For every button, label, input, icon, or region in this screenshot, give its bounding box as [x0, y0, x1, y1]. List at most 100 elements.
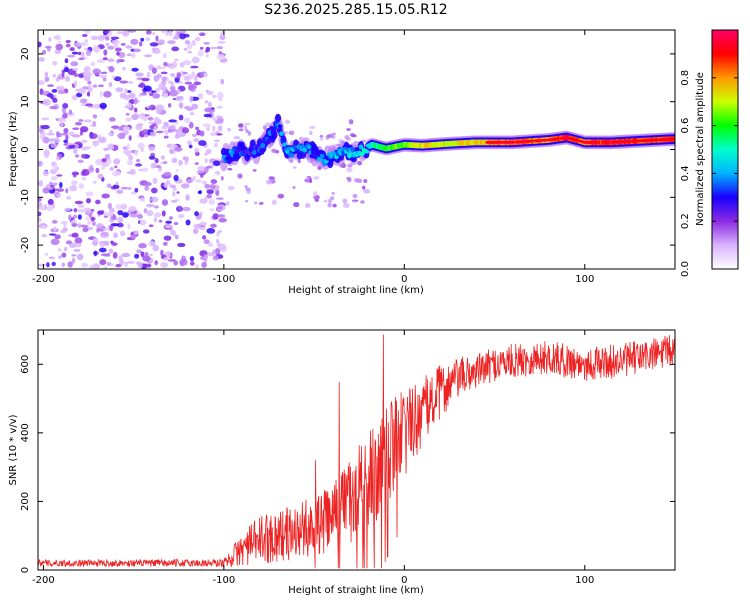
noise-blob [220, 175, 224, 181]
noise-blob [97, 35, 105, 41]
noise-blob [277, 193, 285, 199]
x-tick-label: 100 [575, 274, 594, 285]
noise-blob [173, 34, 180, 40]
noise-blob [203, 152, 209, 156]
noise-blob [146, 209, 154, 217]
track-peak [609, 140, 614, 144]
noise-blob [189, 261, 195, 266]
noise-blob [79, 126, 89, 133]
noise-blob [92, 263, 101, 269]
noise-blob [85, 217, 90, 221]
noise-blob [217, 242, 221, 248]
noise-blob [126, 53, 133, 57]
noise-blob [117, 210, 124, 216]
noise-blob [127, 81, 134, 84]
noise-blob [163, 183, 168, 189]
noise-blob [77, 87, 86, 94]
noise-blob [177, 214, 185, 219]
noise-blob [206, 228, 216, 234]
noise-blob [86, 197, 91, 204]
noise-blob [198, 140, 207, 147]
noise-blob [346, 127, 351, 132]
noise-blob [297, 159, 301, 164]
noise-blob [101, 193, 111, 199]
noise-blob [77, 223, 82, 228]
noise-blob [46, 262, 50, 268]
noise-blob [101, 158, 107, 163]
noise-blob [271, 148, 277, 154]
noise-blob [175, 95, 184, 102]
noise-blob [168, 30, 173, 37]
snr-y-axis: 0 200 400 600 [20, 355, 675, 573]
noise-blob [216, 206, 224, 210]
noise-blob [107, 202, 113, 210]
noise-blob [71, 51, 79, 55]
noise-blob [160, 261, 169, 268]
noise-blob [52, 60, 58, 66]
track-band [350, 156, 357, 163]
noise-blob [128, 205, 137, 212]
noise-blob [113, 76, 122, 82]
noise-blob [123, 94, 131, 101]
track-band [275, 113, 282, 123]
noise-blob [98, 74, 107, 78]
noise-blob [212, 249, 216, 256]
noise-blob [298, 136, 304, 142]
noise-blob [271, 199, 277, 205]
spectrogram-area [38, 30, 675, 269]
noise-blob [41, 124, 50, 130]
noise-blob [185, 156, 189, 163]
noise-blob [107, 45, 115, 50]
track-core [266, 138, 272, 145]
noise-blob [209, 132, 217, 136]
noise-blob [48, 256, 55, 260]
noise-blob [120, 43, 126, 46]
noise-blob [163, 171, 172, 177]
noise-blob [149, 253, 153, 257]
noise-blob [190, 89, 196, 92]
noise-blob [293, 202, 300, 208]
noise-blob [88, 213, 93, 218]
noise-blob [72, 214, 78, 219]
noise-blob [84, 39, 89, 43]
track-core [347, 152, 352, 159]
y-tick-label: -20 [20, 237, 31, 253]
noise-blob [158, 66, 167, 70]
noise-blob [204, 183, 211, 189]
noise-blob [105, 36, 110, 41]
noise-blob [93, 180, 97, 184]
noise-blob [38, 197, 42, 202]
noise-blob [165, 180, 171, 185]
noise-blob [110, 36, 120, 40]
noise-blob [191, 103, 199, 110]
noise-blob [169, 85, 176, 91]
noise-blob [83, 207, 92, 212]
noise-blob [205, 46, 211, 53]
x-tick-label: 100 [575, 575, 594, 586]
noise-blob [71, 232, 79, 238]
noise-blob [88, 166, 95, 173]
noise-blob [216, 238, 220, 244]
y-tick-label: 10 [20, 95, 31, 108]
noise-blob [162, 52, 167, 59]
noise-blob [108, 248, 114, 254]
x-tick-label: 0 [401, 575, 407, 586]
noise-blob [96, 223, 104, 229]
noise-blob [258, 201, 264, 205]
noise-blob [203, 239, 210, 244]
noise-blob [198, 190, 202, 195]
noise-blob [150, 187, 158, 194]
noise-blob [175, 169, 180, 172]
noise-blob [77, 159, 84, 163]
noise-blob [214, 248, 221, 255]
noise-blob [203, 254, 209, 260]
noise-blob [56, 85, 65, 91]
noise-blob [92, 114, 98, 119]
noise-blob [143, 208, 148, 214]
noise-blob [71, 134, 81, 138]
noise-blob [192, 228, 199, 234]
noise-blob [218, 230, 223, 233]
noise-blob [217, 214, 226, 218]
noise-blob [83, 47, 88, 51]
noise-blob [185, 194, 190, 201]
